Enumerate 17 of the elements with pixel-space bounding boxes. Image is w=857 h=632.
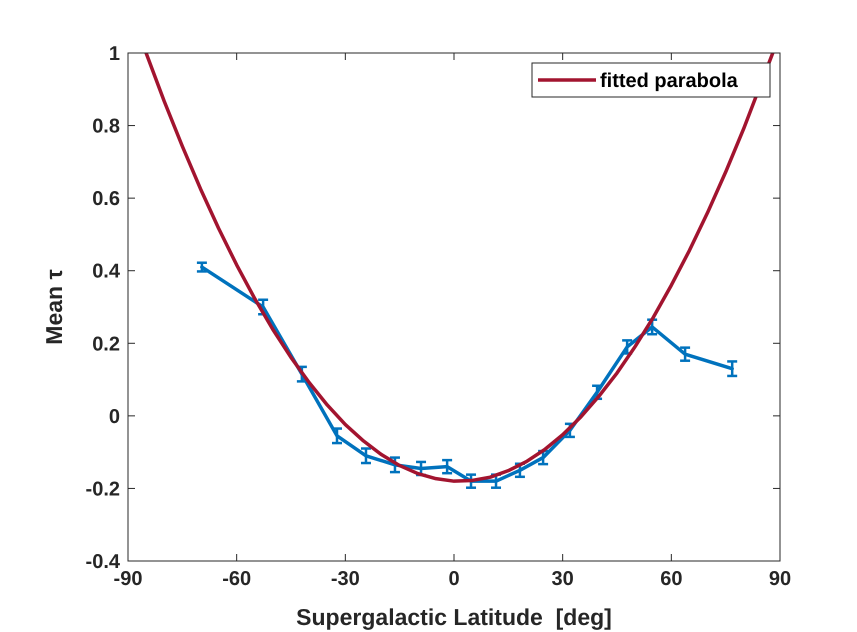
y-tick-label: 0.8 [92, 116, 120, 138]
y-axis-title: Mean τ [41, 269, 67, 345]
x-tick-label: 60 [660, 568, 682, 590]
legend-label: fitted parabola [600, 70, 739, 92]
x-tick-label: 0 [448, 568, 460, 590]
line-series [144, 53, 775, 483]
x-tick-label: -60 [222, 568, 252, 590]
x-tick-label: 90 [768, 568, 792, 590]
y-tick-label: -0.2 [86, 478, 120, 500]
x-axis-title: Supergalactic Latitude [deg] [296, 604, 612, 630]
y-tick-label: 0 [108, 406, 120, 428]
y-tick-label: 0.4 [92, 260, 121, 283]
y-tick-label: 0.6 [92, 188, 120, 210]
y-tick-label: 1 [108, 43, 120, 65]
y-tick-label: 0.2 [92, 333, 120, 356]
x-tick-label: -30 [330, 568, 360, 590]
x-tick-label: 30 [552, 568, 574, 590]
